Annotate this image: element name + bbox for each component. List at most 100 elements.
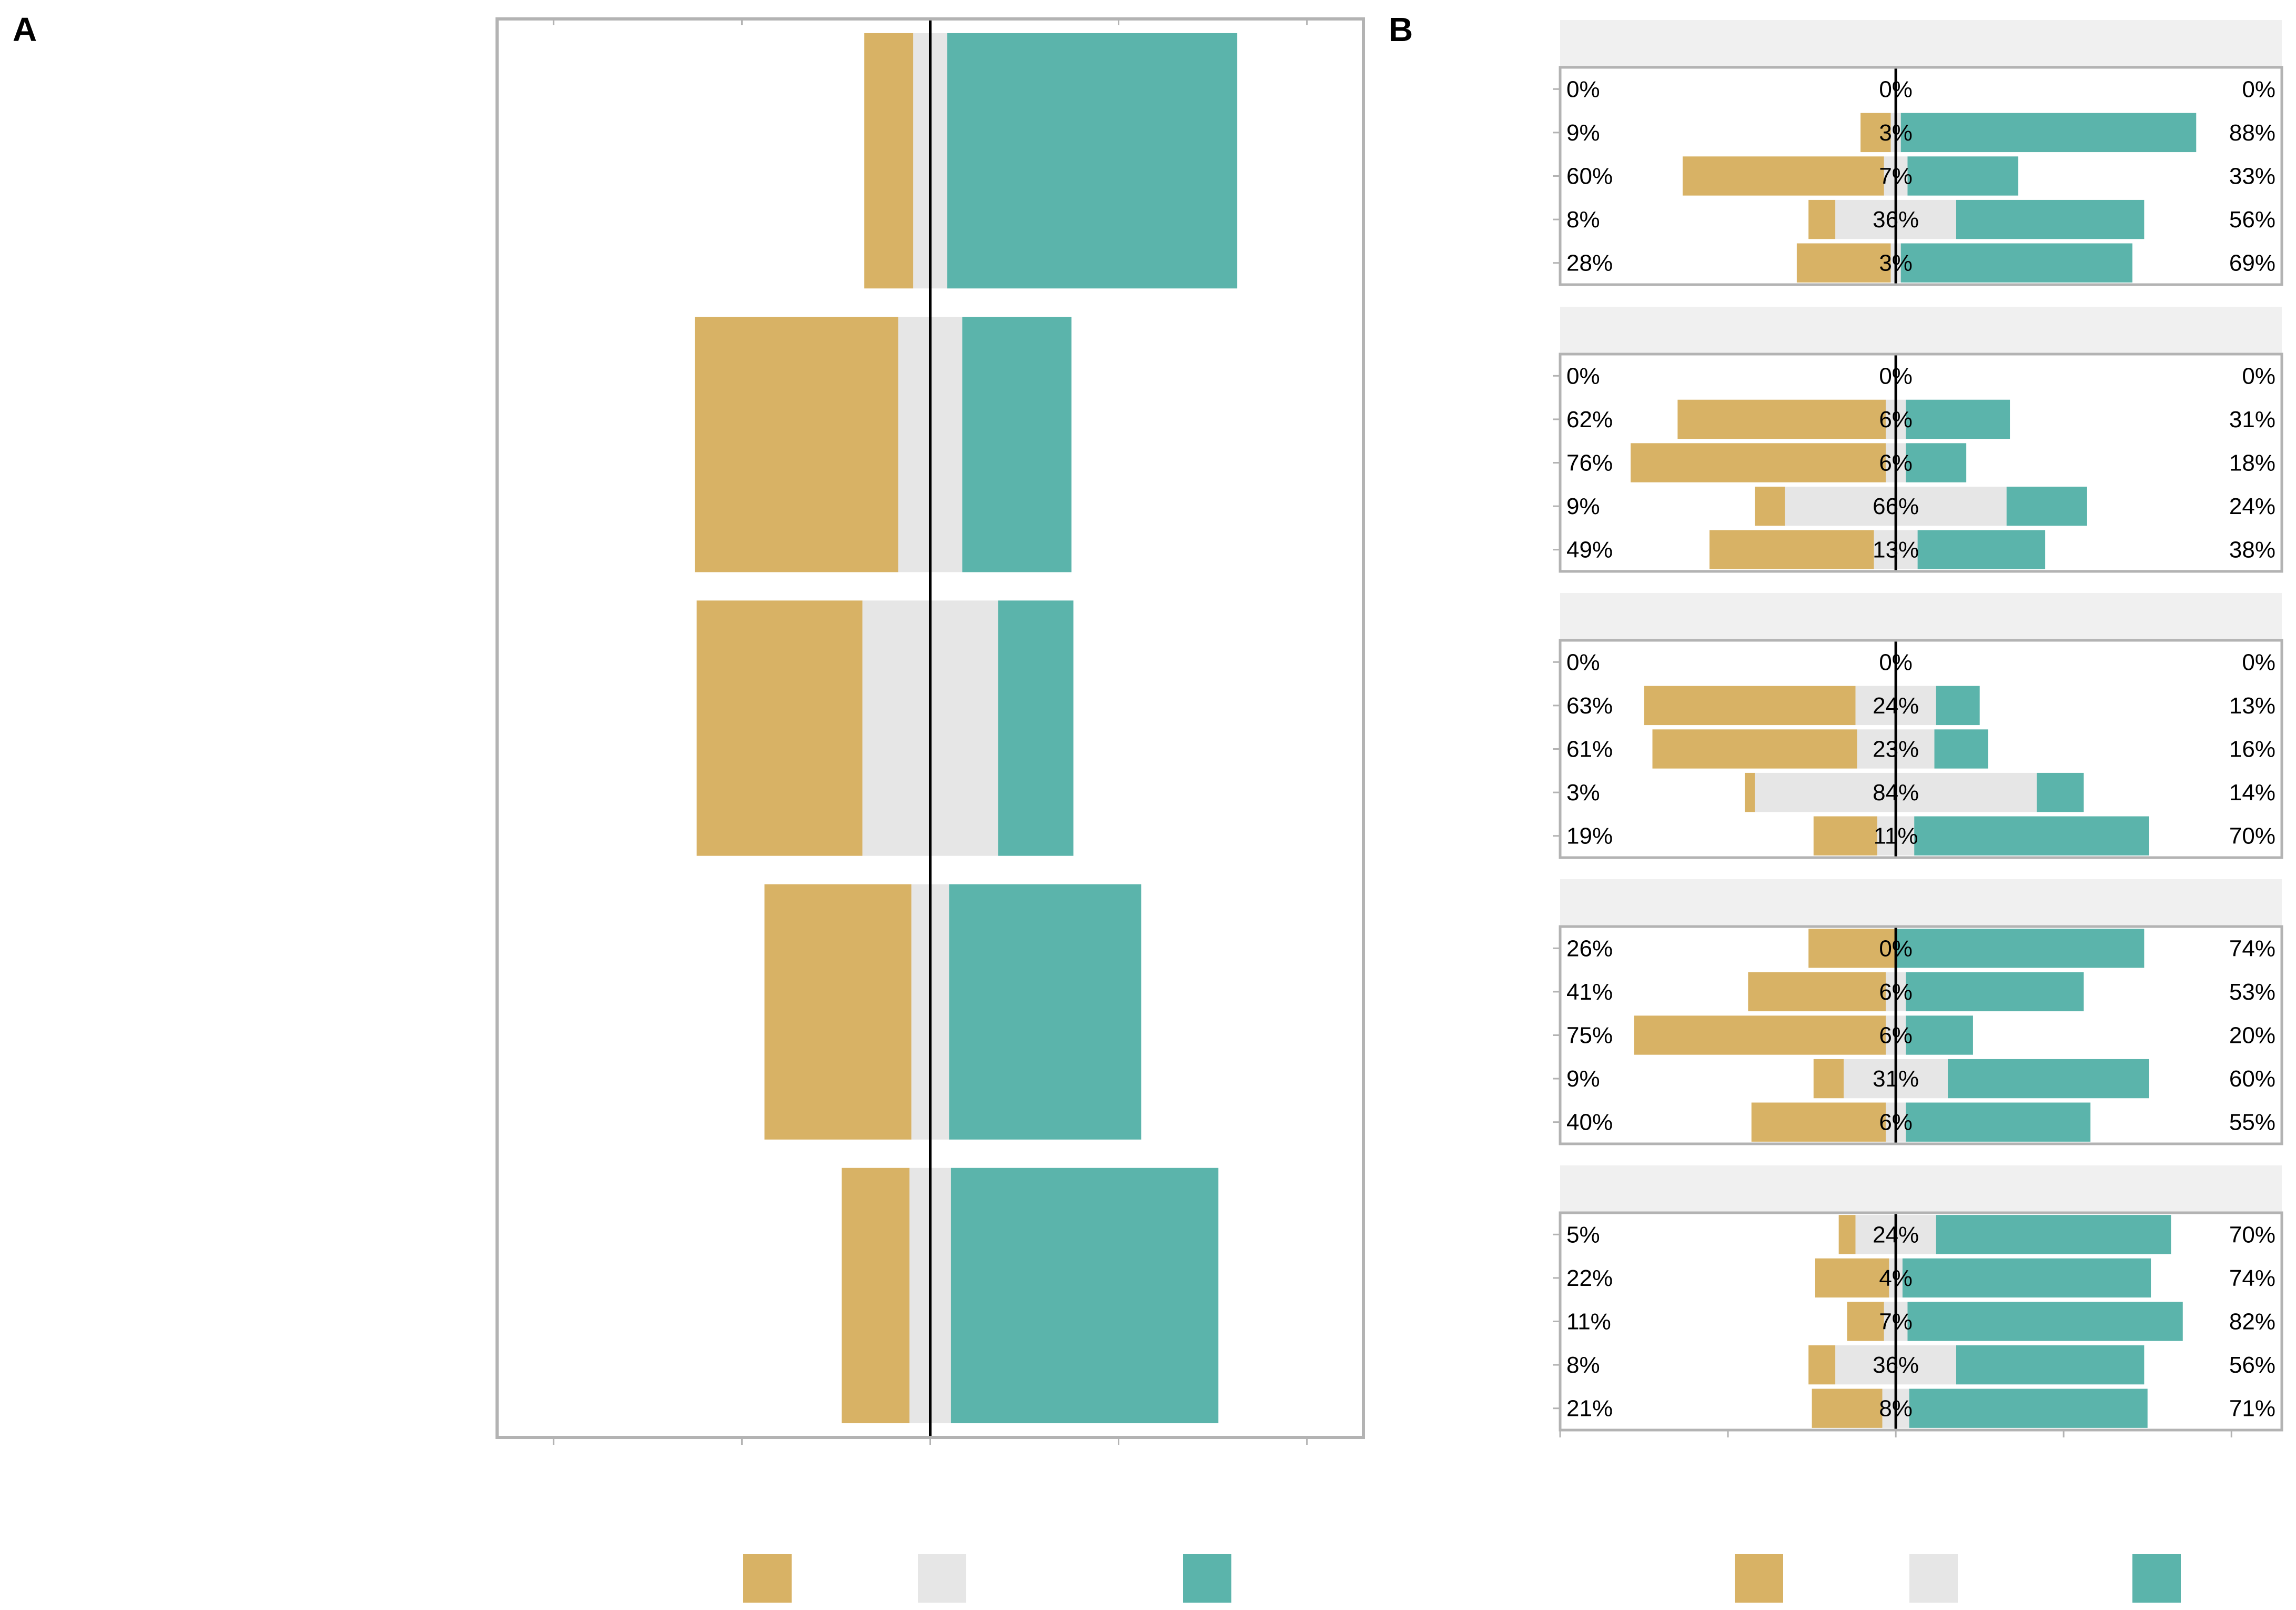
bar-agree [2006, 486, 2087, 526]
bar-disagree [1815, 1258, 1889, 1298]
facet-panel: 0% 0% 0%9% 3% 88%60% 7% 33%8% 36% 56%28% 3% 69% [1553, 20, 2283, 286]
data-label-disagree: 41% [1566, 979, 1613, 1005]
data-label-agree: 70% [2229, 1222, 2275, 1247]
bar-disagree [1813, 816, 1878, 856]
facet-strip [1560, 20, 2282, 67]
data-label-disagree: 75% [1566, 1023, 1613, 1049]
bar-disagree [1808, 199, 1836, 239]
data-label-agree: 0% [2242, 649, 2275, 675]
bar-agree [1906, 1102, 2091, 1142]
data-label-disagree: 5% [1566, 1222, 1600, 1247]
data-label-disagree: 26% [1566, 935, 1613, 961]
data-label-disagree: 40% [1566, 1110, 1613, 1135]
data-label-agree: 60% [2229, 1066, 2275, 1092]
facet-panel: 26% 0% 74%41% 6% 53%75% 6% 20%9% 31% 60%40% 6% 55% [1553, 879, 2283, 1145]
data-label-agree: 56% [2229, 207, 2275, 233]
facet-frame [1559, 639, 2283, 859]
bar-agree [962, 317, 1072, 572]
legend-key-disagree [743, 1554, 792, 1603]
bar-agree [1936, 1215, 2171, 1254]
bar-disagree [1796, 243, 1891, 283]
bar-agree [949, 884, 1141, 1140]
data-label-agree: 14% [2229, 780, 2275, 806]
bar-agree [1900, 113, 2197, 153]
data-label-disagree: 21% [1566, 1396, 1613, 1422]
facet-frame [1559, 353, 2283, 573]
data-label-disagree: 0% [1566, 363, 1600, 389]
data-label-disagree: 60% [1566, 164, 1613, 189]
bar-agree [2037, 772, 2084, 812]
bar-agree [1914, 816, 2149, 856]
legend-key-do-not-know [918, 1554, 966, 1603]
bar-agree [1934, 729, 1988, 769]
data-label-disagree: 28% [1566, 250, 1613, 276]
bar-agree [947, 33, 1238, 289]
bar-disagree [1847, 1302, 1884, 1341]
data-label-agree: 70% [2229, 823, 2275, 849]
data-label-disagree: 3% [1566, 780, 1600, 806]
panel-a-chart [495, 17, 1365, 1445]
data-label-disagree: 49% [1566, 537, 1613, 563]
data-label-agree: 24% [2229, 494, 2275, 519]
facet-strip [1560, 879, 2282, 927]
panel-b-chart: 0% 0% 0%9% 3% 88%60% 7% 33%8% 36% 56%28% 3% 69%0% 0… [1553, 20, 2283, 1437]
data-label-agree: 55% [2229, 1110, 2275, 1135]
data-label-agree: 33% [2229, 164, 2275, 189]
bar-disagree [764, 884, 912, 1140]
facet-panel: 0% 0% 0%63% 24% 13%61% 23% 16%3% 84% 14%19% 11% 70… [1553, 593, 2283, 859]
bar-disagree [1812, 1388, 1883, 1428]
data-label-disagree: 0% [1566, 76, 1600, 102]
bar-disagree [1634, 1015, 1886, 1055]
bar-disagree [1751, 1102, 1886, 1142]
data-label-disagree: 9% [1566, 494, 1600, 519]
data-label-agree: 71% [2229, 1396, 2275, 1422]
panel-b-label: B [1389, 11, 1413, 48]
data-label-agree: 74% [2229, 935, 2275, 961]
data-label-disagree: 22% [1566, 1265, 1613, 1291]
legend-key-agree [1183, 1554, 1231, 1603]
facet-panel: 5% 24% 70%22% 4% 74%11% 7% 82%8% 36% 56%21% 8% 71% [1553, 1165, 2283, 1432]
legend-b [1735, 1554, 2181, 1603]
bar-disagree [1709, 530, 1874, 569]
bar-agree [1906, 399, 2010, 439]
data-label-disagree: 19% [1566, 823, 1613, 849]
plot-frame [495, 17, 1365, 1439]
data-label-agree: 16% [2229, 737, 2275, 762]
data-label-disagree: 9% [1566, 120, 1600, 146]
bar-agree [1909, 1388, 2148, 1428]
bar-disagree [1677, 399, 1886, 439]
bar-disagree [1808, 1345, 1836, 1385]
facet-frame [1559, 66, 2283, 286]
facet-frame [1559, 1211, 2283, 1432]
data-label-disagree: 8% [1566, 1352, 1600, 1378]
data-label-agree: 20% [2229, 1023, 2275, 1049]
facet-frame [1559, 925, 2283, 1145]
data-label-disagree: 76% [1566, 450, 1613, 476]
bar-agree [950, 1168, 1219, 1424]
bar-agree [1906, 443, 1967, 482]
bar-disagree [864, 33, 914, 289]
data-label-agree: 74% [2229, 1265, 2275, 1291]
bar-disagree [842, 1168, 910, 1424]
bar-agree [1900, 243, 2133, 283]
bar-disagree [1755, 486, 1785, 526]
facet-strip [1560, 1165, 2282, 1213]
bar-agree [1896, 929, 2145, 968]
data-label-agree: 82% [2229, 1309, 2275, 1335]
bar-agree [1906, 972, 2084, 1012]
bar-agree [1936, 686, 1980, 726]
data-label-agree: 88% [2229, 120, 2275, 146]
data-label-disagree: 9% [1566, 1066, 1600, 1092]
bar-disagree [1838, 1215, 1856, 1254]
data-label-disagree: 61% [1566, 737, 1613, 762]
data-label-disagree: 11% [1566, 1309, 1611, 1335]
facet-panel: 0% 0% 0%62% 6% 31%76% 6% 18%9% 66% 24%49% 13% 38% [1553, 307, 2283, 573]
data-label-agree: 53% [2229, 979, 2275, 1005]
bar-disagree [1631, 443, 1886, 482]
bar-disagree [694, 317, 898, 572]
bar-disagree [1860, 113, 1891, 153]
data-label-agree: 56% [2229, 1352, 2275, 1378]
data-label-agree: 69% [2229, 250, 2275, 276]
bar-disagree [1748, 972, 1886, 1012]
